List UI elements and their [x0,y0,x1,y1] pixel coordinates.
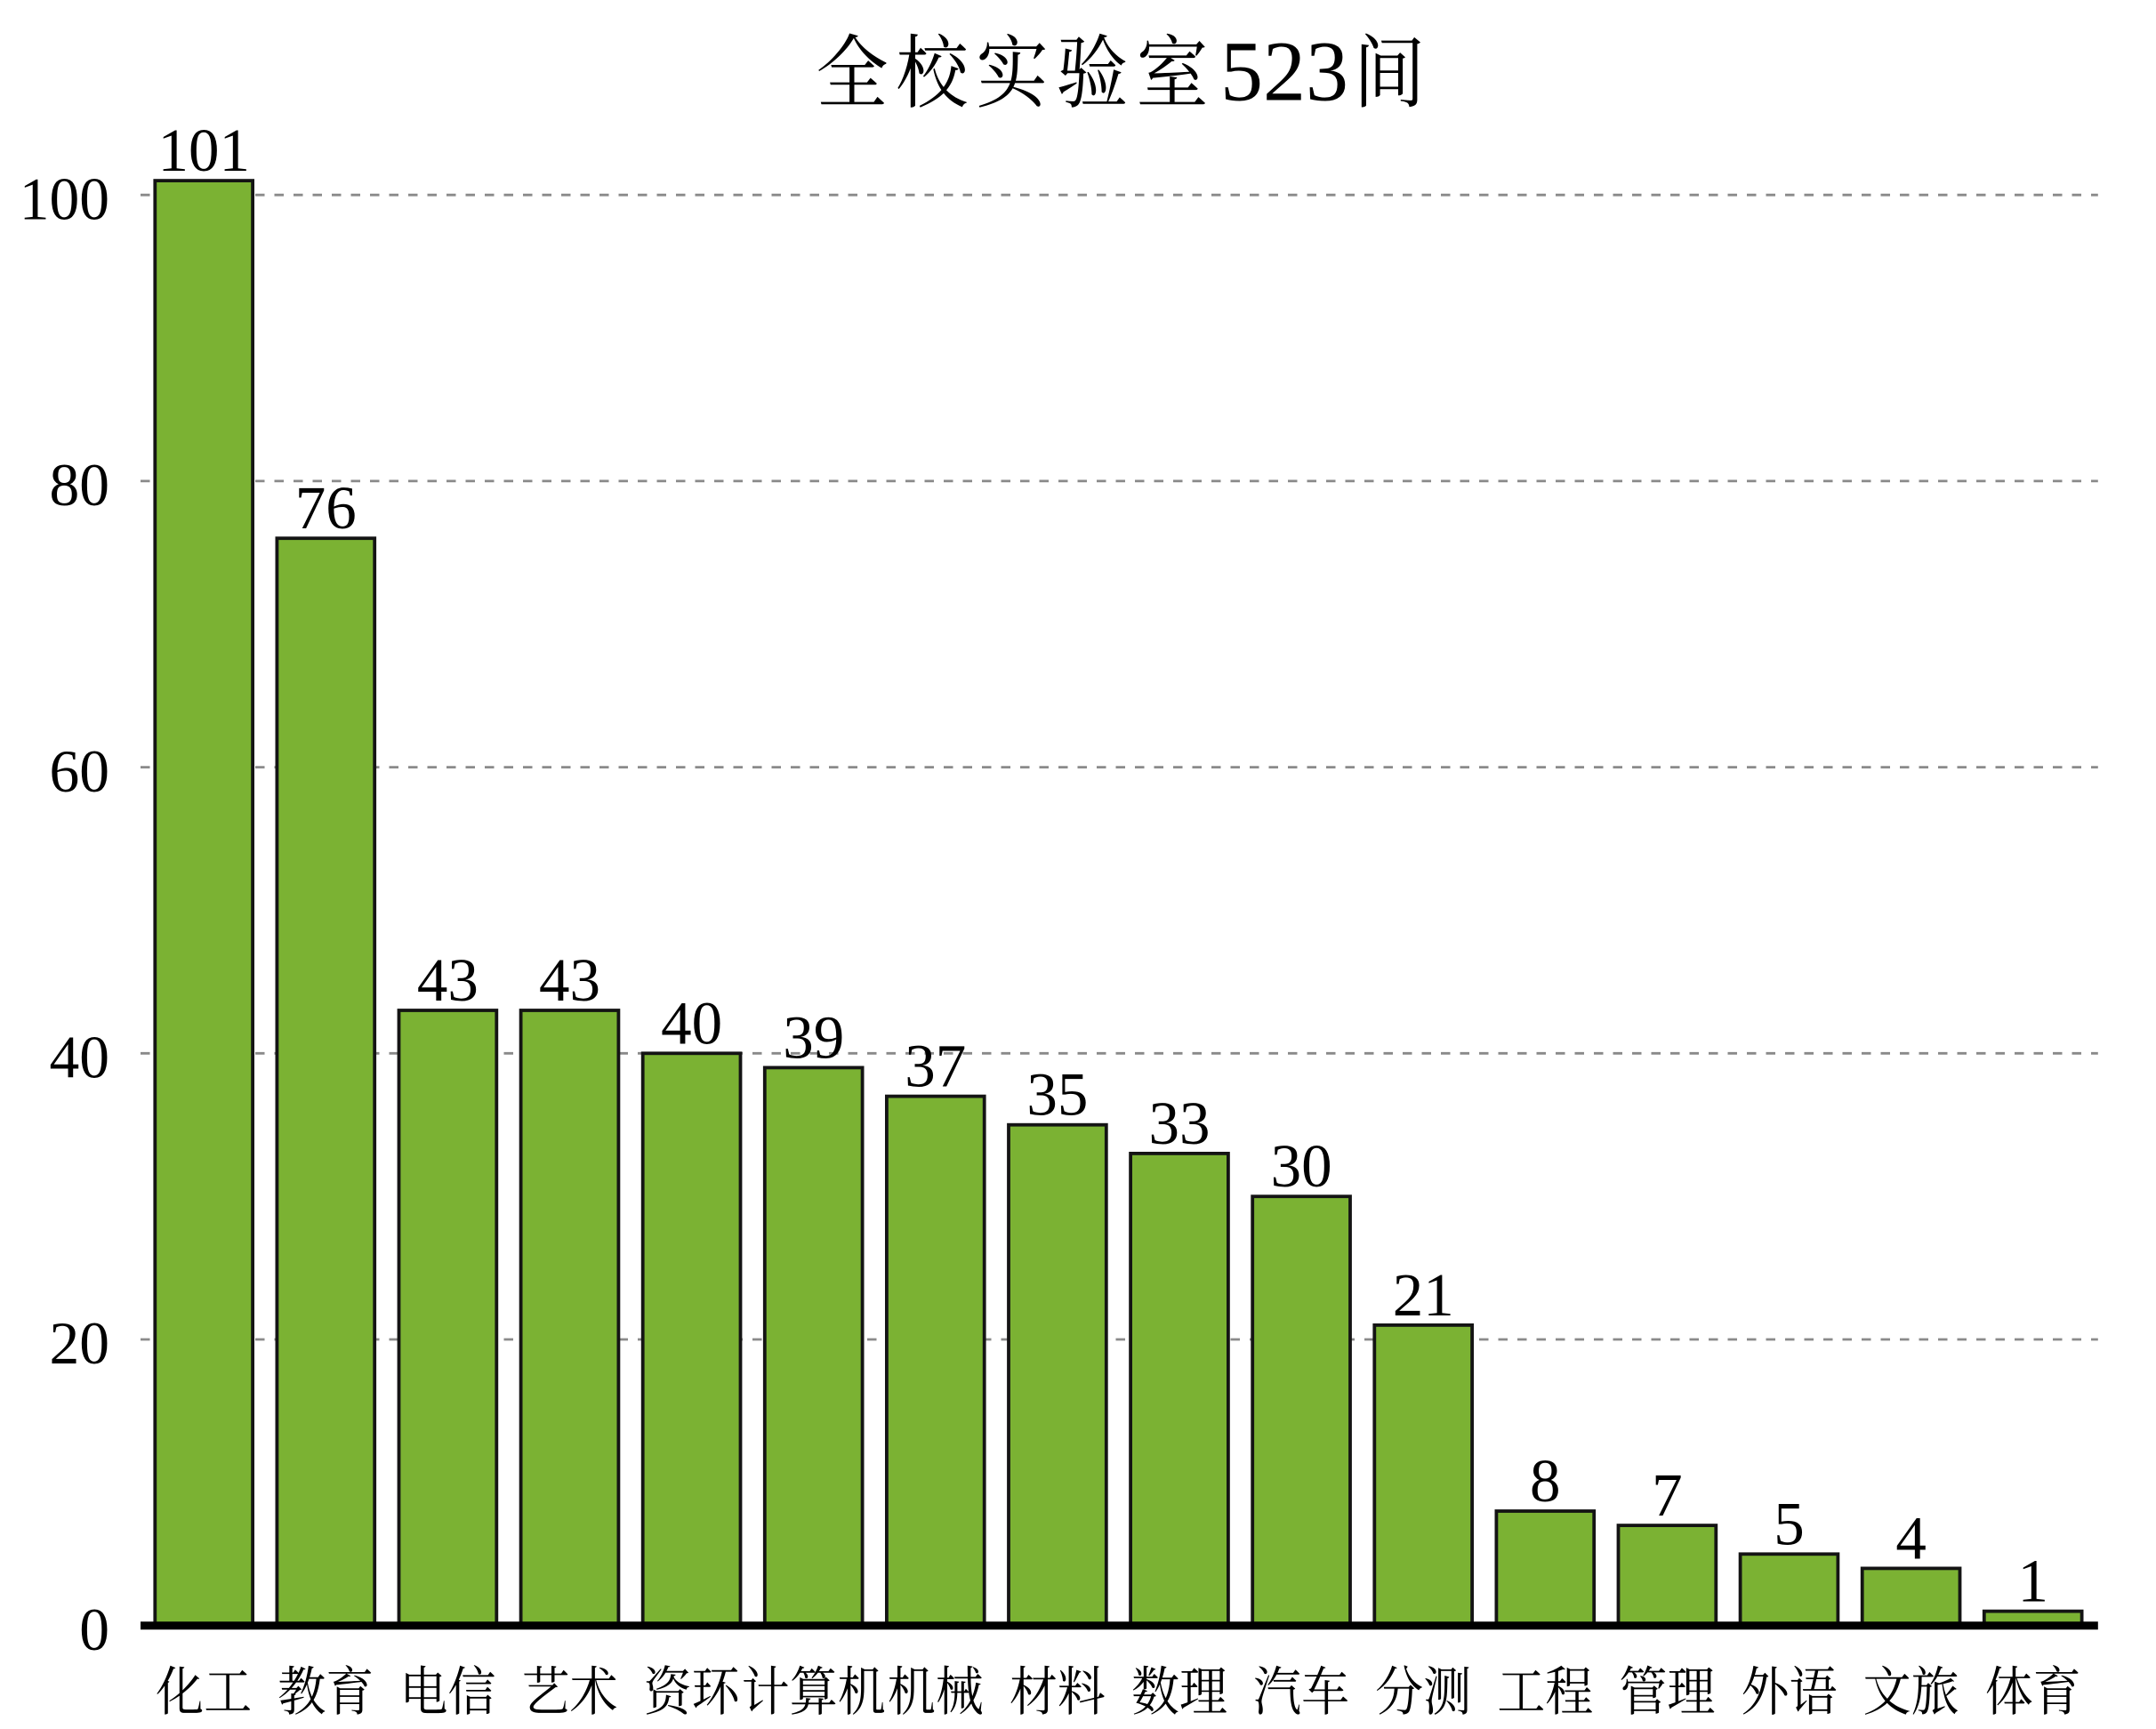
svg-text:101: 101 [157,117,250,184]
svg-text:37: 37 [905,1033,966,1100]
svg-text:30: 30 [1271,1132,1332,1200]
svg-text:43: 43 [539,946,600,1014]
svg-text:4: 4 [1895,1504,1927,1572]
svg-text:100: 100 [20,165,109,232]
svg-text:39: 39 [783,1003,844,1071]
svg-text:40: 40 [661,989,722,1057]
svg-text:60: 60 [50,738,110,805]
svg-text:5: 5 [1774,1490,1805,1557]
svg-text:35: 35 [1026,1061,1088,1129]
svg-text:20: 20 [50,1310,110,1377]
svg-text:40: 40 [50,1025,110,1091]
svg-text:21: 21 [1393,1261,1454,1329]
svg-text:43: 43 [417,946,479,1014]
svg-text:1: 1 [2017,1548,2048,1615]
svg-text:8: 8 [1530,1447,1561,1515]
svg-text:7: 7 [1652,1461,1683,1529]
svg-text:0: 0 [79,1596,109,1663]
svg-text:523: 523 [1220,24,1348,119]
svg-text:33: 33 [1149,1090,1211,1157]
svg-text:80: 80 [50,452,110,519]
svg-text:76: 76 [295,474,357,542]
